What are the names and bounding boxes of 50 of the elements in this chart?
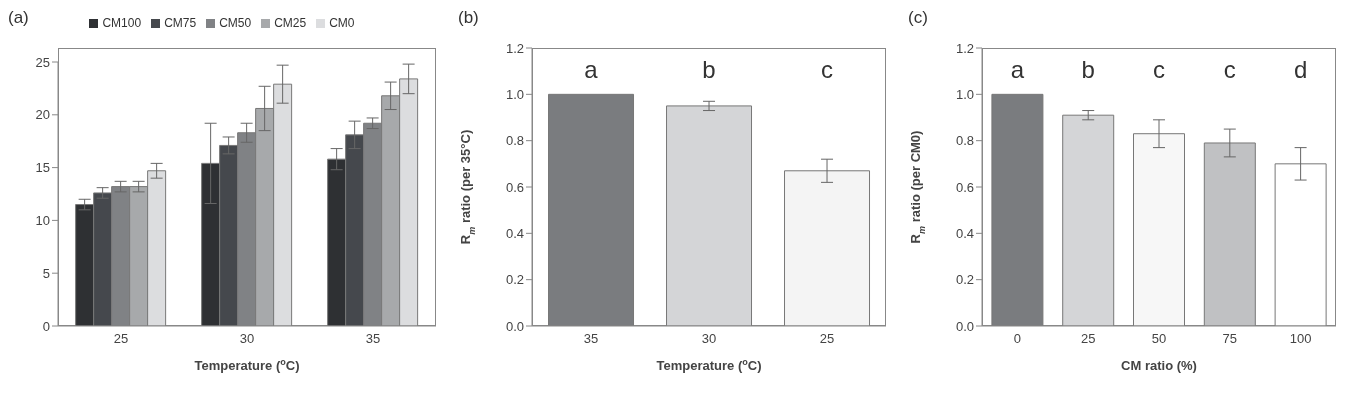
legend-label: CM100 — [102, 16, 142, 30]
x-tick-label: 0 — [1013, 331, 1022, 347]
y-tick-label: 0.2 — [505, 272, 524, 288]
x-tick-label: 75 — [1222, 331, 1238, 347]
x-axis-title: Temperature ($^{o}$C) — [656, 357, 762, 373]
annotation: c — [1152, 56, 1166, 84]
x-tick-label: 30 — [701, 331, 717, 347]
legend-label: CM50 — [219, 16, 252, 30]
y-tick-label: 1.0 — [955, 86, 974, 102]
y-tick-label: 0.6 — [955, 179, 974, 195]
y-tick-label: 1.2 — [505, 40, 524, 56]
legend-label: CM25 — [274, 16, 307, 30]
y-tick-label: 0.8 — [505, 133, 524, 149]
chart-title: (a) — [8, 8, 29, 28]
annotation: d — [1292, 56, 1309, 84]
y-tick-label: 0.4 — [955, 225, 974, 241]
chart-title: (c) — [908, 8, 928, 28]
x-tick-label: 50 — [1151, 331, 1167, 347]
y-tick-label: 0.0 — [955, 318, 974, 334]
annotation: c — [1222, 56, 1237, 84]
y-tick-label: 20 — [35, 107, 50, 123]
legend-label: CM0 — [329, 16, 355, 30]
y-tick-label: 0 — [42, 318, 50, 334]
y-tick-label: 5 — [42, 265, 50, 281]
x-tick-label: 100 — [1289, 331, 1312, 347]
x-tick-label: 35 — [583, 331, 599, 347]
y-tick-label: 10 — [35, 213, 50, 229]
y-tick-label: 0.0 — [505, 318, 524, 334]
x-axis-title: Temperature ($^{o}$C) — [194, 357, 300, 373]
y-tick-label: 1.2 — [955, 40, 974, 56]
x-tick-label: 25 — [113, 331, 129, 347]
y-tick-label: 1.0 — [505, 86, 524, 102]
y-tick-label: 0.2 — [955, 272, 974, 288]
chart-title: (b) — [458, 8, 479, 28]
x-tick-label: 25 — [819, 331, 835, 347]
annotation: c — [820, 56, 834, 84]
annotation: a — [1009, 56, 1026, 84]
y-tick-label: 0.4 — [505, 225, 524, 241]
y-tick-label: 25 — [35, 54, 50, 70]
y-tick-label: 0.6 — [505, 179, 524, 195]
legend-label: CM75 — [164, 16, 197, 30]
x-tick-label: 30 — [239, 331, 255, 347]
x-axis-title: CM ratio (%) — [1121, 358, 1197, 373]
annotation: b — [1080, 56, 1096, 84]
x-tick-label: 35 — [365, 331, 381, 347]
annotation: b — [701, 56, 717, 84]
y-tick-label: 0.8 — [955, 133, 974, 149]
annotation: a — [583, 56, 599, 84]
y-tick-label: 15 — [35, 160, 50, 176]
x-tick-label: 25 — [1080, 331, 1096, 347]
